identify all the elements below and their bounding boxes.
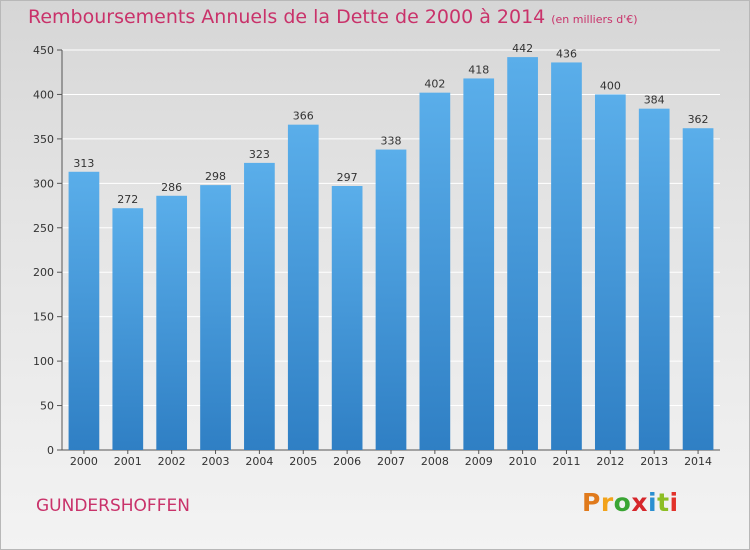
chart-title-text: Remboursements Annuels de la Dette de 20… — [28, 6, 546, 28]
bar — [112, 208, 144, 450]
chart-unit-label: (en milliers d'€) — [551, 13, 638, 26]
bar — [551, 62, 582, 450]
y-tick-label: 100 — [33, 355, 54, 368]
logo-letter: i — [669, 488, 679, 517]
data-label: 384 — [644, 94, 665, 107]
bar — [463, 78, 495, 450]
y-tick-label: 200 — [33, 266, 54, 279]
y-tick-label: 400 — [33, 88, 54, 101]
data-label: 286 — [161, 181, 182, 194]
x-tick-label: 2005 — [289, 455, 317, 468]
x-tick-label: 2007 — [377, 455, 405, 468]
logo-letter: o — [613, 488, 632, 517]
x-tick-label: 2006 — [333, 455, 361, 468]
data-label: 338 — [381, 135, 402, 148]
x-tick-label: 2002 — [158, 455, 186, 468]
bar — [68, 171, 100, 450]
y-tick-label: 350 — [33, 133, 54, 146]
data-label: 297 — [337, 171, 358, 184]
y-tick-label: 0 — [47, 444, 54, 457]
data-label: 323 — [249, 148, 270, 161]
data-label: 362 — [688, 113, 709, 126]
bar — [594, 94, 626, 450]
bar — [682, 128, 714, 450]
logo-letter: t — [657, 488, 670, 517]
city-name: GUNDERSHOFFEN — [36, 496, 190, 516]
y-tick-label: 250 — [33, 222, 54, 235]
x-tick-label: 2003 — [202, 455, 230, 468]
bar — [287, 124, 319, 451]
y-tick-label: 300 — [33, 177, 54, 190]
chart-title: Remboursements Annuels de la Dette de 20… — [28, 6, 638, 28]
x-tick-label: 2013 — [640, 455, 668, 468]
x-tick-label: 2001 — [114, 455, 142, 468]
y-tick-label: 50 — [40, 400, 54, 413]
logo-letter: r — [600, 488, 614, 517]
bar — [156, 195, 188, 450]
x-tick-label: 2010 — [509, 455, 537, 468]
data-label: 418 — [468, 63, 489, 76]
data-label: 436 — [556, 47, 577, 60]
x-tick-label: 2004 — [245, 455, 273, 468]
x-tick-label: 2014 — [684, 455, 712, 468]
proxiti-logo: Proxiti — [582, 488, 679, 517]
data-label: 272 — [117, 193, 138, 206]
logo-letter: i — [648, 488, 658, 517]
logo-letter: x — [631, 488, 648, 517]
data-label: 442 — [512, 42, 533, 55]
x-tick-label: 2000 — [70, 455, 98, 468]
bar — [375, 149, 407, 451]
data-label: 400 — [600, 79, 621, 92]
bar — [200, 185, 231, 450]
data-label: 298 — [205, 170, 226, 183]
bar — [244, 162, 275, 450]
bar — [331, 186, 363, 450]
data-label: 366 — [293, 110, 314, 123]
x-tick-label: 2011 — [552, 455, 580, 468]
x-tick-label: 2008 — [421, 455, 449, 468]
data-label: 402 — [424, 78, 445, 91]
x-tick-label: 2012 — [596, 455, 624, 468]
data-label: 313 — [73, 157, 94, 170]
bar — [638, 108, 670, 451]
x-tick-label: 2009 — [465, 455, 493, 468]
logo-letter: P — [582, 488, 601, 517]
y-tick-label: 150 — [33, 311, 54, 324]
bar — [507, 57, 538, 450]
bar — [419, 92, 451, 451]
y-tick-label: 450 — [33, 44, 54, 57]
